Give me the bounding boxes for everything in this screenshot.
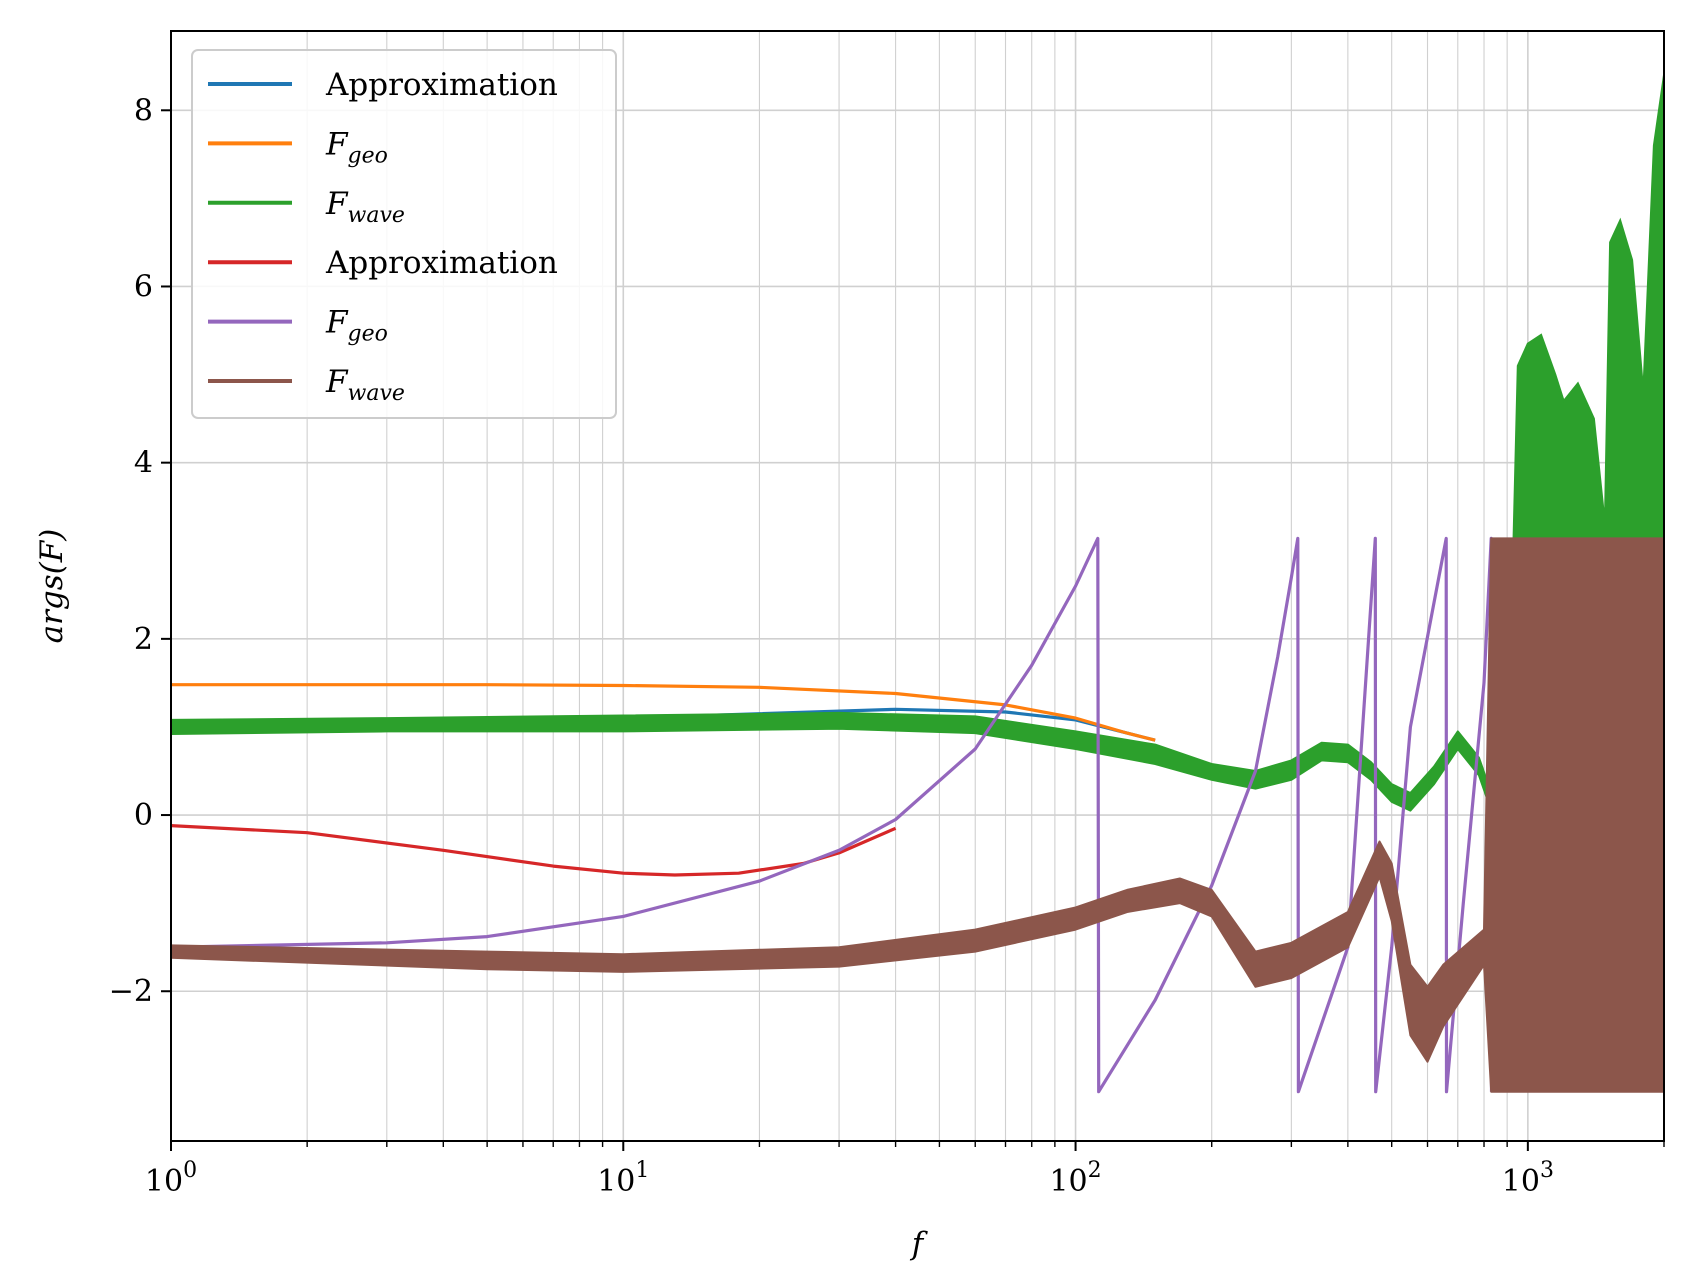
legend-box <box>191 49 617 419</box>
series-layer <box>170 74 1665 1094</box>
y-tick-label: 2 <box>134 622 153 657</box>
y-tick-label: −2 <box>109 974 153 1009</box>
legend-label: Approximation <box>325 67 558 103</box>
y-tick-label: 0 <box>134 798 153 833</box>
legend-label: Fwave <box>325 364 405 406</box>
legend: Approximation Fgeo Fwave Approximation Fgeo F… <box>191 49 617 419</box>
y-tick-label: 6 <box>134 269 153 304</box>
series-4 <box>170 536 1494 1094</box>
y-tick-label: 4 <box>134 446 153 481</box>
x-tick-label: 102 <box>1049 1158 1101 1199</box>
series-spike-region <box>1506 74 1665 798</box>
series-line <box>170 536 1494 1094</box>
plot-frame <box>170 30 1665 1142</box>
series-line <box>171 683 1156 742</box>
legend-label: Fgeo <box>325 126 388 168</box>
series-1 <box>171 683 1156 742</box>
x-tick-label: 100 <box>145 1158 197 1199</box>
y-tick-label: 8 <box>134 93 153 128</box>
legend-label: Approximation <box>325 245 558 281</box>
x-tick-label: 101 <box>597 1158 649 1199</box>
legend-label: Fwave <box>325 186 405 228</box>
axis-ticks: 100 101 102 103 −2 0 2 4 6 8 <box>109 93 1665 1199</box>
x-tick-label: 103 <box>1502 1158 1554 1199</box>
y-axis-label: args(F) <box>34 529 70 644</box>
legend-label: Fgeo <box>325 305 388 347</box>
